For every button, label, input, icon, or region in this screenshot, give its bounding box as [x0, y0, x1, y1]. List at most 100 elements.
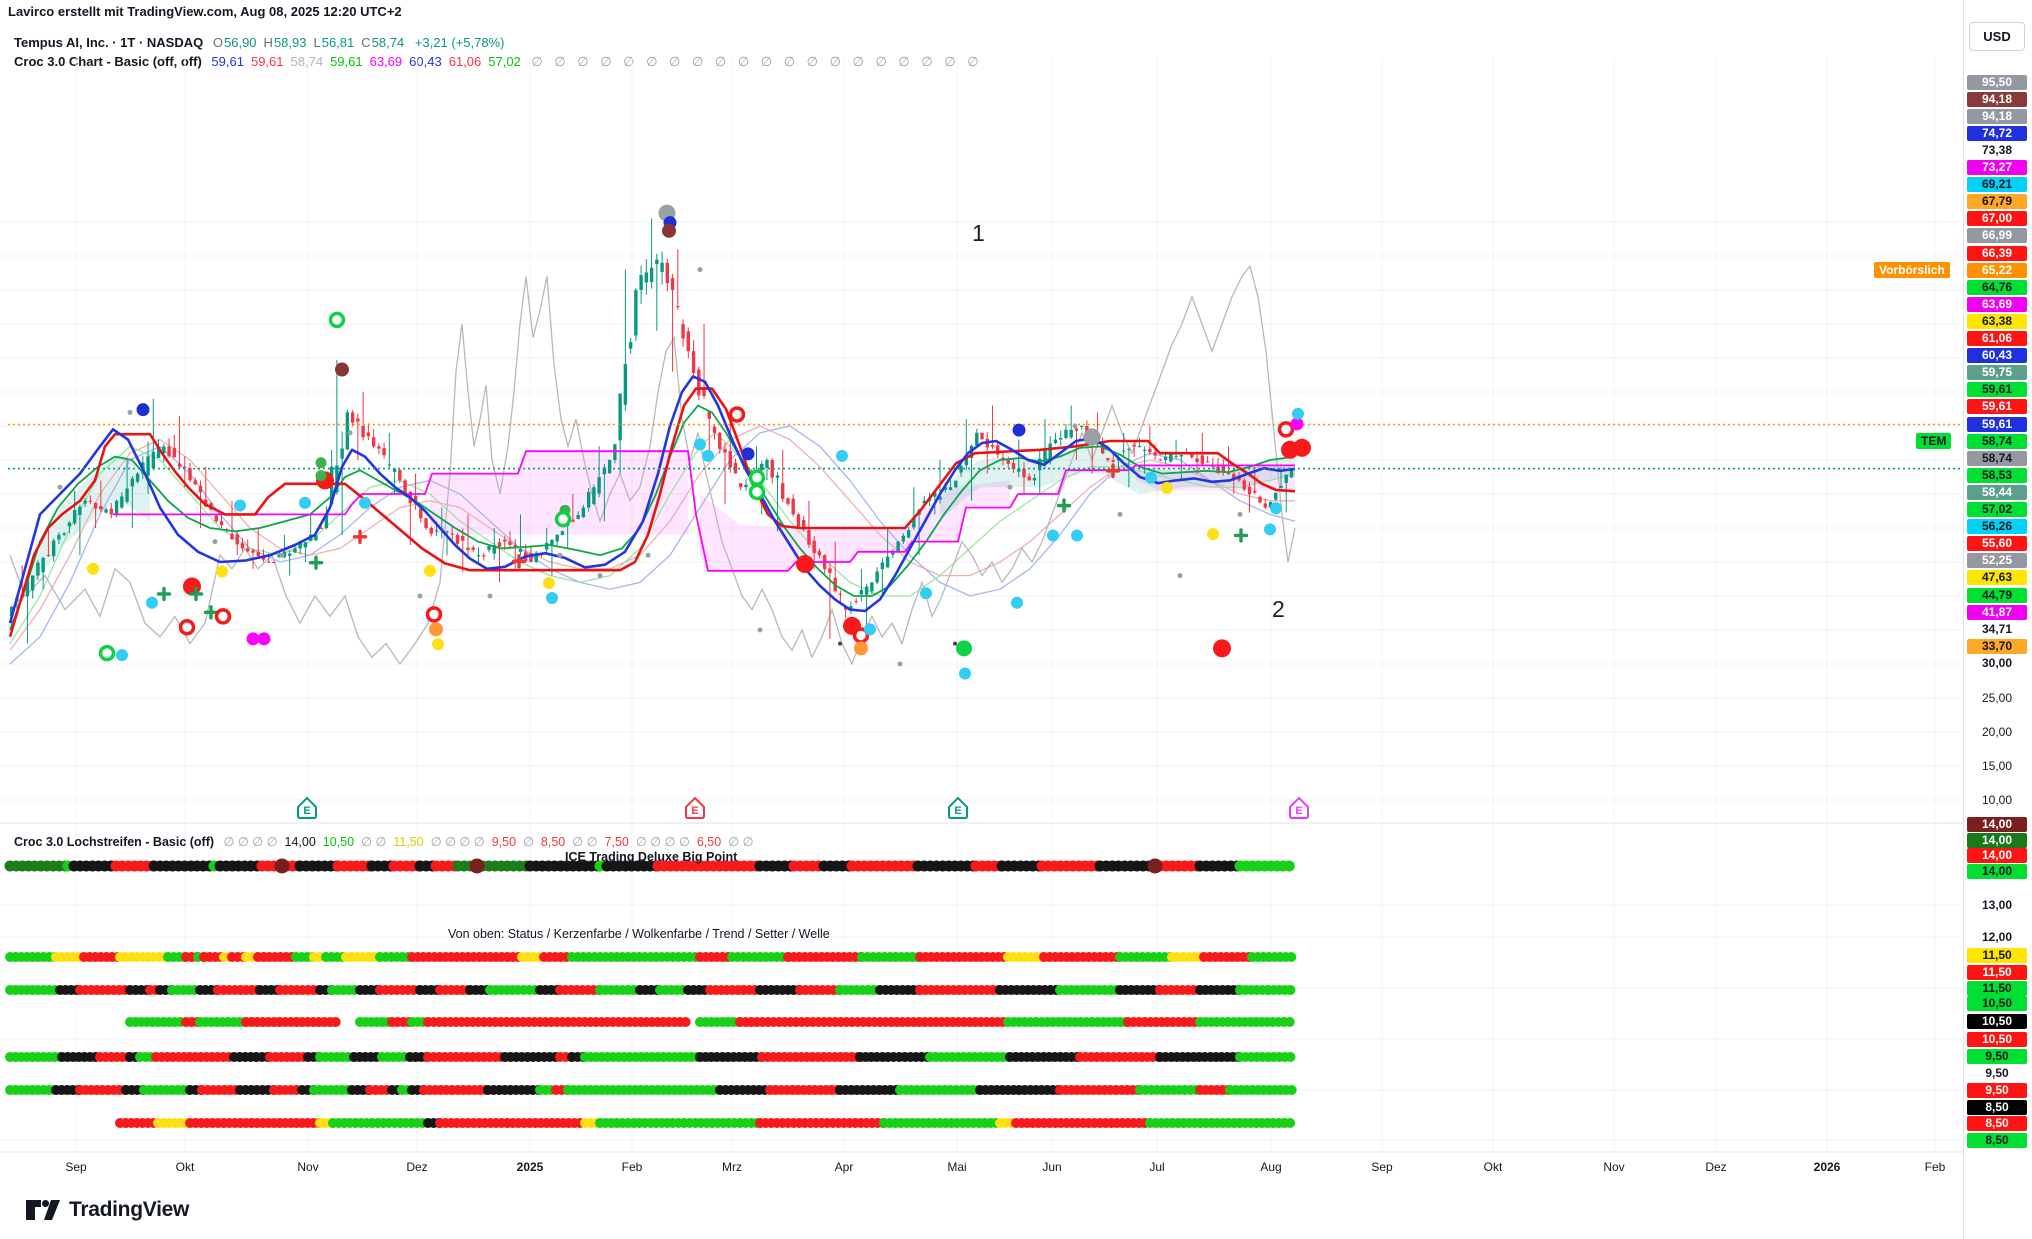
price-label: 59,75 [1967, 365, 2027, 381]
lochstreifen-value: 11,50 [393, 835, 424, 849]
price-label: 8,50 [1967, 1115, 2027, 1131]
candles [10, 218, 1294, 644]
time-tick-label: Okt [175, 1160, 195, 1174]
time-tick-label: Nov [1603, 1160, 1625, 1174]
lochstreifen-value: ∅ ∅ [361, 835, 387, 849]
lochstreifen-value: 8,50 [540, 835, 566, 849]
time-tick-label: 2025 [516, 1160, 544, 1174]
price-label: 33,70 [1967, 638, 2027, 654]
legend: Tempus AI, Inc. · 1T · NASDAQ O56,90 H58,… [14, 33, 983, 71]
price-label: 44,79 [1967, 587, 2027, 603]
time-tick-label: Feb [1924, 1160, 1946, 1174]
price-label: 58,53 [1967, 467, 2027, 483]
price-label: 95,50 [1967, 74, 2027, 90]
price-label: 14,00 [1967, 863, 2027, 879]
price-label: 63,69 [1967, 296, 2027, 312]
lochstreifen-legend-row[interactable]: Croc 3.0 Lochstreifen - Basic (off) ∅ ∅ … [14, 834, 760, 849]
price-label: 60,43 [1967, 348, 2027, 364]
price-label: 11,50 [1967, 947, 2027, 963]
lochstreifen-value: ∅ ∅ [572, 835, 598, 849]
lochstreifen-value: ∅ ∅ ∅ ∅ [223, 835, 278, 849]
svg-text:E: E [691, 805, 698, 817]
time-tick-label: Apr [834, 1160, 854, 1174]
croc-empty-values: ∅ ∅ ∅ ∅ ∅ ∅ ∅ ∅ ∅ ∅ ∅ ∅ ∅ ∅ ∅ ∅ ∅ ∅ ∅ ∅ [531, 54, 983, 69]
lochstreifen-value: 6,50 [696, 835, 722, 849]
price-label: 13,00 [1981, 897, 2013, 912]
tradingview-logo[interactable]: TradingView [26, 1194, 189, 1226]
price-label: 41,87 [1967, 604, 2027, 620]
premarket-tag: Vorbörslich [1874, 262, 1950, 279]
croc-value: 59,61 [211, 54, 244, 69]
price-label: 55,60 [1967, 536, 2027, 552]
lochstreifen-value: ∅ ∅ ∅ ∅ [430, 835, 485, 849]
lochstreifen-value: 10,50 [322, 835, 355, 849]
time-tick-label: Okt [1483, 1160, 1503, 1174]
earnings-badge: E [685, 796, 705, 819]
ohlc-value: C58,74 [361, 35, 405, 50]
time-tick-label: Dez [406, 1160, 428, 1174]
price-label: 58,74 [1967, 450, 2027, 466]
price-label: 65,22 [1967, 262, 2027, 278]
lochstreifen-value: ∅ [523, 835, 534, 849]
price-label: 12,00 [1981, 929, 2013, 944]
price-axis[interactable]: 95,50 94,18 94,18 74,72 73,38 73,27 69,21 67,79… [1963, 0, 2032, 1239]
time-tick-label: Nov [297, 1160, 319, 1174]
croc-indicator-title: Croc 3.0 Chart - Basic (off, off) [14, 54, 202, 69]
price-label: 8,50 [1967, 1132, 2027, 1148]
earnings-badge: E [297, 796, 317, 819]
price-label: 9,50 [1967, 1048, 2027, 1064]
price-label: 10,50 [1967, 995, 2027, 1011]
change-value: +3,21 (+5,78%) [414, 35, 505, 50]
price-label: 58,44 [1967, 484, 2027, 500]
croc-indicator-values: 59,61 59,61 58,74 59,61 63,69 60,43 61,06 57,02 [211, 54, 527, 69]
text-annotation[interactable]: 2 [1272, 596, 1285, 622]
croc-value: 57,02 [488, 54, 521, 69]
symbol-price-tag: TEM [1916, 433, 1952, 450]
lochstreifen-value: ∅ ∅ [728, 835, 754, 849]
svg-text:E: E [303, 805, 310, 817]
price-label: 11,50 [1967, 964, 2027, 980]
time-tick-label: Jul [1149, 1160, 1165, 1174]
text-annotation[interactable]: 1 [972, 220, 985, 246]
price-label: 8,50 [1967, 1099, 2027, 1115]
lochstreifen-value: ∅ ∅ ∅ ∅ [635, 835, 690, 849]
time-tick-label: Mrz [722, 1160, 742, 1174]
price-label: 30,00 [1981, 655, 2013, 670]
price-tick-label: 15,00 [1981, 759, 2013, 773]
earnings-badge: E [948, 796, 968, 819]
price-label: 69,21 [1967, 177, 2027, 193]
price-label: 11,50 [1967, 980, 2027, 996]
croc-legend-row[interactable]: Croc 3.0 Chart - Basic (off, off) 59,61 5… [14, 52, 983, 71]
pane2-subtitle: Von oben: Status / Kerzenfarbe / Wolkenf… [448, 927, 830, 941]
croc-value: 63,69 [369, 54, 403, 69]
ohlc-value: L56,81 [313, 35, 355, 50]
price-label: 94,18 [1967, 108, 2027, 124]
pane2-title: ICE Trading Deluxe Big Point [565, 850, 738, 864]
price-label: 61,06 [1967, 331, 2027, 346]
earnings-badge: E [1289, 796, 1309, 819]
price-label: 58,74 [1967, 433, 2027, 449]
price-label: 47,63 [1967, 570, 2027, 586]
price-label: 9,50 [1967, 1082, 2027, 1098]
lochstreifen-value: 14,00 [284, 835, 316, 849]
price-label: 34,71 [1981, 621, 2013, 636]
symbol-legend-row[interactable]: Tempus AI, Inc. · 1T · NASDAQ O56,90 H58,… [14, 33, 983, 52]
croc-value: 58,74 [290, 54, 324, 69]
price-label: 57,02 [1967, 502, 2027, 517]
croc-value: 61,06 [448, 54, 482, 69]
time-tick-label: Sep [1371, 1160, 1393, 1174]
time-tick-label: Feb [621, 1160, 643, 1174]
currency-button[interactable]: USD [1969, 22, 2025, 51]
export-note: Lavirco erstellt mit TradingView.com, Au… [8, 4, 402, 19]
price-label: 67,00 [1967, 211, 2027, 227]
price-label: 52,25 [1967, 553, 2027, 569]
price-label: 10,50 [1967, 1013, 2027, 1029]
price-label: 63,38 [1967, 313, 2027, 329]
price-label: 66,99 [1967, 228, 2027, 244]
ohlc-value: O56,90 [212, 35, 257, 50]
price-tick-label: 10,00 [1981, 793, 2013, 807]
signal-markers [57, 204, 1311, 680]
croc-value: 59,61 [330, 54, 363, 69]
